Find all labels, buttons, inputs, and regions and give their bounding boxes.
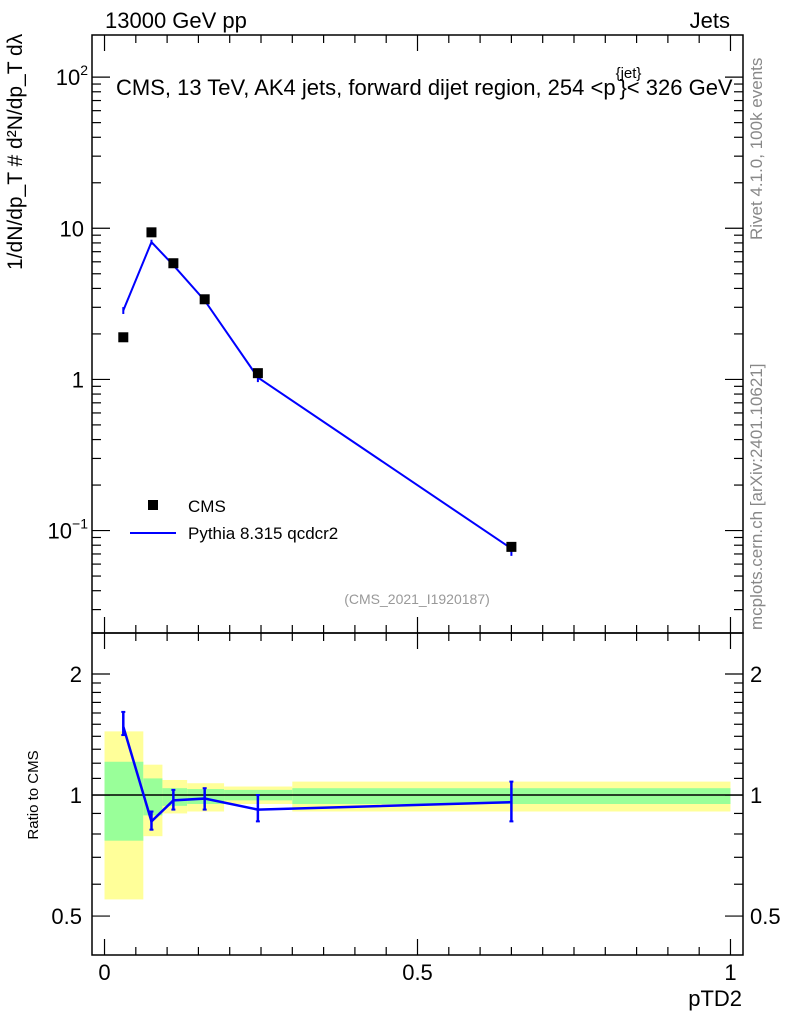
legend-cms-label: CMS xyxy=(188,497,226,516)
ratio-y-tick-label-left: 0.5 xyxy=(51,904,82,929)
header-left: 13000 GeV pp xyxy=(105,8,247,33)
ratio-y-tick-label-right: 2 xyxy=(750,662,762,687)
cms-data-point xyxy=(199,294,210,305)
ratio-y-axis-label: Ratio to CMS xyxy=(25,750,42,839)
main-panel: 10−1 1 10 102 CMS Pythia 8.315 qcdcr2 xyxy=(48,34,744,634)
header-right: Jets xyxy=(690,8,730,33)
y-tick-label: 1 xyxy=(72,367,84,392)
x-tick-label: 1 xyxy=(724,960,736,985)
legend-cms-marker xyxy=(148,500,158,510)
y-axis-label: 1/dN/dp_T # d²N/dp_T dλ xyxy=(4,33,27,270)
cms-data-point xyxy=(168,258,179,269)
mc-line xyxy=(122,240,512,550)
stat-uncertainty-band xyxy=(162,788,188,806)
y-tick-label: 102 xyxy=(56,62,88,90)
ratio-y-tick-label-right: 0.5 xyxy=(750,904,781,929)
cms-data-point xyxy=(252,368,263,379)
main-frame xyxy=(91,34,744,634)
ratio-panel: 0.5 0.5 1 1 2 2 0 0.5 1 xyxy=(51,632,781,985)
legend-mc-label: Pythia 8.315 qcdcr2 xyxy=(188,524,338,543)
plot-title: CMS, 13 TeV, AK4 jets, forward dijet reg… xyxy=(116,65,733,100)
mcplots-label: mcplots.cern.ch [arXiv:2401.10621] xyxy=(747,364,766,630)
stat-uncertainty-band xyxy=(143,778,163,816)
cms-data-point xyxy=(146,227,157,238)
x-tick-label: 0.5 xyxy=(402,960,433,985)
cms-data-point xyxy=(118,332,129,343)
ratio-y-tick-label-left: 1 xyxy=(70,783,82,808)
ratio-y-tick-label-right: 1 xyxy=(750,783,762,808)
y-tick-label: 10 xyxy=(60,216,84,241)
ratio-mc-line xyxy=(122,726,512,824)
rivet-version-label: Rivet 4.1.0, 100k events xyxy=(747,58,766,240)
x-tick-label: 0 xyxy=(98,960,110,985)
y-tick-label: 10−1 xyxy=(48,516,89,544)
analysis-watermark: (CMS_2021_I1920187) xyxy=(344,591,490,607)
cms-data-point xyxy=(506,541,517,552)
ratio-y-tick-label-left: 2 xyxy=(70,662,82,687)
x-axis-label: pTD2 xyxy=(688,986,742,1011)
